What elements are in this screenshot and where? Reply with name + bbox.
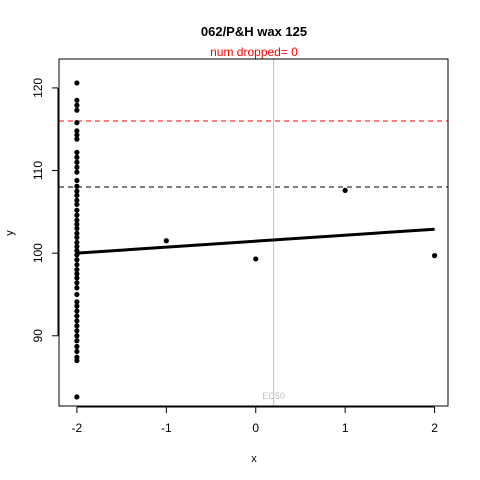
- plot-layer: EC50: [59, 59, 448, 406]
- data-point: [74, 318, 80, 324]
- data-point: [74, 188, 80, 194]
- data-point: [74, 291, 80, 298]
- data-point: [74, 225, 80, 231]
- data-point: [74, 257, 80, 263]
- axes-layer: -2 -1 0 1 2 90 100 110 120: [31, 78, 438, 435]
- data-point: [431, 253, 438, 259]
- ec50-label: EC50: [262, 391, 285, 401]
- data-point: [74, 212, 80, 218]
- data-point: [74, 357, 80, 364]
- data-point: [74, 343, 80, 350]
- data-point: [74, 183, 80, 189]
- data-point: [74, 192, 80, 198]
- y-axis-label: y: [4, 230, 16, 236]
- x-tick-label: -1: [161, 421, 172, 435]
- chart-subtitle: num dropped= 0: [210, 45, 298, 59]
- data-point: [74, 207, 80, 213]
- data-point: [74, 348, 80, 355]
- data-point: [74, 154, 80, 160]
- data-point: [74, 80, 80, 86]
- x-tick-label: 0: [252, 421, 259, 435]
- data-point: [74, 303, 80, 309]
- data-point: [74, 169, 80, 175]
- data-point: [74, 136, 80, 142]
- y-tick-label: 100: [31, 243, 45, 263]
- x-tick-label: -2: [72, 421, 83, 435]
- data-point: [74, 271, 80, 277]
- data-point: [74, 248, 80, 254]
- data-point: [74, 323, 80, 329]
- x-axis-label: x: [251, 453, 257, 465]
- data-point: [74, 234, 80, 241]
- data-point: [74, 128, 80, 134]
- data-point: [74, 275, 80, 281]
- fit-line: [76, 227, 435, 255]
- data-point: [74, 338, 80, 344]
- data-point: [74, 132, 80, 138]
- data-point: [74, 280, 80, 286]
- data-point: [74, 97, 80, 103]
- data-point: [74, 262, 80, 268]
- data-point: [74, 230, 80, 236]
- data-point: [74, 221, 80, 227]
- y-tick-label: 110: [31, 161, 45, 180]
- data-point: [74, 308, 80, 314]
- data-point: [74, 243, 80, 250]
- data-point: [74, 217, 80, 223]
- data-point: [74, 197, 80, 203]
- data-point: [74, 159, 80, 165]
- data-point: [74, 164, 80, 170]
- data-point: [74, 328, 80, 334]
- data-point: [74, 102, 80, 108]
- data-point: [74, 299, 80, 305]
- chart-title: 062/P&H wax 125: [201, 24, 307, 39]
- data-point: [74, 313, 80, 319]
- data-point: [74, 239, 80, 246]
- data-point: [74, 285, 80, 291]
- y-tick-label: 90: [31, 329, 45, 343]
- data-point: [74, 252, 80, 258]
- x-tick-label: 1: [342, 421, 349, 435]
- data-point: [74, 107, 80, 113]
- data-point: [74, 120, 80, 126]
- data-point: [74, 267, 80, 273]
- data-point: [74, 149, 80, 155]
- plot-frame: [58, 58, 449, 407]
- data-point: [74, 333, 80, 339]
- data-point: [74, 177, 80, 184]
- y-tick-label: 120: [31, 78, 45, 98]
- data-point: [163, 238, 169, 244]
- data-point: [74, 201, 80, 208]
- data-point: [342, 187, 348, 193]
- x-tick-label: 2: [431, 421, 438, 435]
- data-point: [74, 394, 80, 400]
- data-point: [253, 256, 259, 262]
